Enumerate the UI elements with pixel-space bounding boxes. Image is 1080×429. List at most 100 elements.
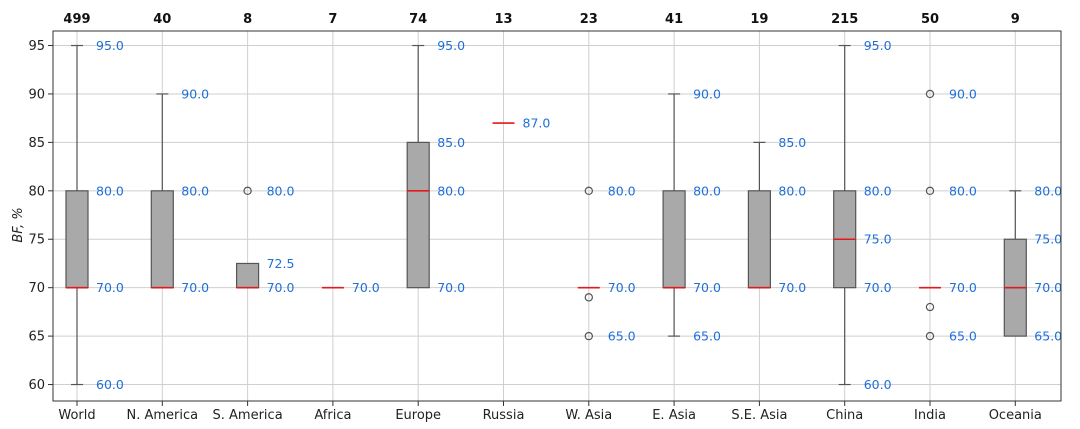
outlier-point (584, 293, 594, 302)
group-count-label: 13 (494, 12, 512, 27)
value-label: 70.0 (267, 280, 295, 295)
box-group (577, 186, 600, 341)
box-iqr (65, 190, 89, 289)
value-label: 70.0 (693, 280, 721, 295)
x-tick-label: N. America (126, 408, 198, 423)
outlier-point (925, 331, 935, 341)
value-label: 90.0 (181, 86, 209, 101)
box-group (662, 93, 686, 337)
y-tick-label: 75 (28, 233, 45, 248)
x-tick-label: W. Asia (565, 408, 612, 423)
y-tick-label: 60 (28, 378, 45, 393)
outlier-point (584, 186, 594, 196)
value-label: 80.0 (864, 183, 892, 198)
plot-frame (52, 30, 1062, 402)
y-tick-label: 85 (28, 136, 45, 151)
value-label: 80.0 (181, 183, 209, 198)
box-group (406, 44, 430, 289)
box-iqr (150, 190, 174, 289)
value-label: 70.0 (1034, 280, 1062, 295)
value-label: 70.0 (352, 280, 380, 295)
box-group (65, 44, 89, 386)
value-label-layer: 95.0 80.0 70.0 60.0 90.0 80.0 70.0 80.0 72.5 70.0… (96, 38, 1062, 392)
value-label: 65.0 (949, 329, 977, 344)
value-label: 70.0 (437, 280, 465, 295)
value-label: 80.0 (267, 183, 295, 198)
group-count-label: 9 (1011, 12, 1020, 27)
y-tick-label: 95 (28, 39, 45, 54)
y-tick-label: 90 (28, 87, 45, 102)
x-tick-label: Russia (483, 408, 525, 423)
group-count-label: 7 (328, 12, 337, 27)
box-group (150, 93, 174, 289)
value-label: 90.0 (693, 86, 721, 101)
x-tick-label: World (58, 408, 95, 423)
group-count-label: 41 (665, 12, 683, 27)
y-tick-label: 65 (28, 330, 45, 345)
value-label: 80.0 (96, 183, 124, 198)
box-iqr (236, 262, 260, 289)
value-label: 60.0 (864, 377, 892, 392)
value-label: 70.0 (608, 280, 636, 295)
box-iqr (662, 190, 686, 289)
value-label: 80.0 (693, 183, 721, 198)
value-label: 87.0 (523, 116, 551, 131)
y-axis-label: BF, % (11, 207, 26, 242)
value-label: 72.5 (267, 256, 295, 271)
value-label: 75.0 (1034, 232, 1062, 247)
value-label: 65.0 (693, 329, 721, 344)
group-count-label: 19 (750, 12, 768, 27)
outlier-point (584, 331, 594, 341)
x-tick-label: China (826, 408, 863, 423)
value-label: 70.0 (181, 280, 209, 295)
x-tick-label: India (914, 408, 946, 423)
y-tick-label: 70 (28, 281, 45, 296)
outlier-point (925, 186, 935, 196)
value-label: 95.0 (96, 38, 124, 53)
box-group (833, 44, 857, 386)
value-label: 80.0 (1034, 183, 1062, 198)
x-tick-label: S.E. Asia (731, 408, 787, 423)
box-iqr (406, 141, 430, 289)
box-group (919, 89, 941, 341)
value-label: 85.0 (778, 135, 806, 150)
box-group (1003, 190, 1027, 337)
group-count-label: 8 (243, 12, 252, 27)
value-label: 90.0 (949, 86, 977, 101)
box-iqr (747, 190, 772, 289)
x-tick-label: E. Asia (652, 408, 696, 423)
value-label: 70.0 (949, 280, 977, 295)
value-label: 65.0 (1034, 329, 1062, 344)
x-tick-label: Europe (395, 408, 441, 423)
group-count-label: 40 (153, 12, 171, 27)
x-tick-label: Africa (314, 408, 351, 423)
box-group (236, 186, 260, 289)
value-label: 80.0 (608, 183, 636, 198)
value-label: 70.0 (864, 280, 892, 295)
group-count-label: 215 (831, 12, 858, 27)
value-label: 70.0 (778, 280, 806, 295)
x-tick-label: Oceania (989, 408, 1042, 423)
box-group (747, 141, 772, 289)
value-label: 80.0 (949, 183, 977, 198)
group-count-label: 23 (580, 12, 598, 27)
group-count-label: 50 (921, 12, 939, 27)
value-label: 60.0 (96, 377, 124, 392)
group-count-label: 499 (63, 12, 90, 27)
box-layer (65, 44, 1027, 386)
value-label: 95.0 (864, 38, 892, 53)
value-label: 65.0 (608, 329, 636, 344)
value-label: 80.0 (778, 183, 806, 198)
group-count-label: 74 (409, 12, 427, 27)
outlier-point (925, 89, 935, 99)
value-label: 95.0 (437, 38, 465, 53)
outlier-point (243, 186, 252, 196)
y-tick-label: 80 (28, 184, 45, 199)
value-label: 80.0 (437, 183, 465, 198)
value-label: 70.0 (96, 280, 124, 295)
value-label: 85.0 (437, 135, 465, 150)
x-tick-label: S. America (213, 408, 283, 423)
axis-layer: 60 65 70 75 80 85 90 95 499 World 40 N. America 8 S. … (28, 12, 1062, 423)
value-label: 75.0 (864, 232, 892, 247)
